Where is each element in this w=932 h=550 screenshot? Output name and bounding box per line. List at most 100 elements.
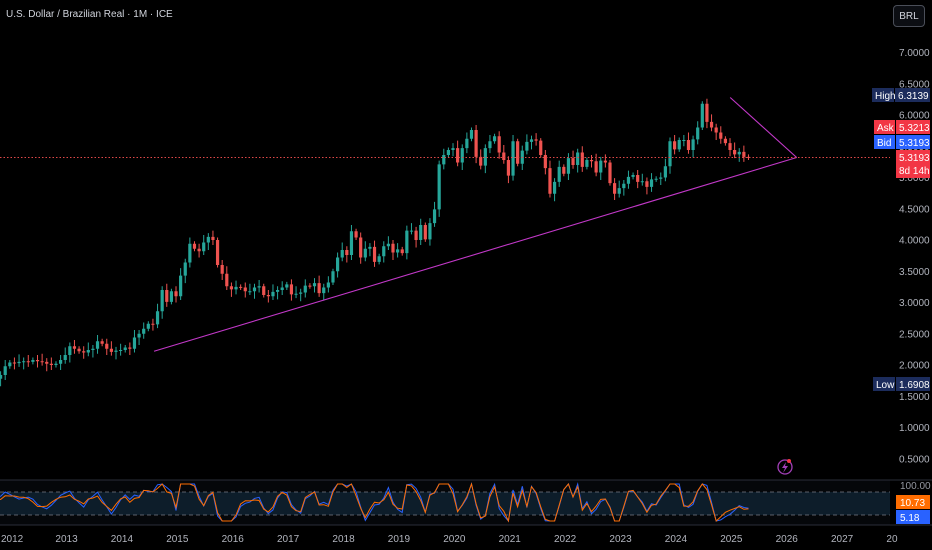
lightning-icon[interactable]: [777, 459, 793, 475]
candle-body: [460, 148, 464, 163]
candle-body: [345, 250, 349, 255]
candle-body: [696, 127, 700, 140]
candle-body: [428, 223, 432, 240]
candle-body: [105, 343, 109, 349]
candle-body: [511, 141, 515, 176]
candle-body: [465, 138, 469, 149]
y-tick-label: 6.0000: [899, 111, 930, 122]
candle-body: [589, 160, 594, 162]
candle-body: [165, 290, 169, 302]
candle-body: [349, 231, 354, 255]
x-tick-label: 2015: [166, 534, 189, 545]
candle-body: [474, 130, 478, 157]
candle-body: [45, 361, 49, 364]
candle-body: [340, 250, 344, 258]
rsi-orange-value: 10.73: [900, 498, 925, 509]
candle-body: [682, 140, 686, 141]
candle-body: [326, 282, 330, 288]
candle-body: [483, 148, 487, 166]
candle-body: [109, 348, 113, 352]
candle-body: [63, 355, 67, 360]
rsi-orange-tag: 10.73: [896, 495, 930, 509]
rsi-upper-label: 100.00: [900, 481, 931, 492]
x-tick-label: 2016: [222, 534, 245, 545]
candle-body: [372, 246, 377, 262]
high-tag: High 6.3139: [872, 88, 930, 102]
candle-body: [271, 291, 275, 297]
time-axis: 2012 2013 2014 2015 2016 2017 2018 2019 2020 2021…: [1, 534, 898, 545]
candle-body: [49, 363, 53, 365]
candle-body: [331, 271, 335, 283]
candle-body: [275, 290, 280, 292]
y-tick-label: 1.5000: [899, 392, 930, 403]
candle-body: [659, 177, 663, 179]
candle-body: [192, 243, 197, 249]
x-tick-label: 2019: [388, 534, 411, 545]
candle-body: [645, 181, 649, 187]
candle-body: [548, 168, 552, 194]
candle-body: [649, 179, 654, 187]
rsi-group: [0, 482, 749, 523]
candle-body: [54, 363, 58, 365]
candle-body: [396, 249, 400, 253]
candle-body: [220, 265, 224, 274]
high-value: 6.3139: [898, 91, 929, 102]
bid-value: 5.3193: [899, 138, 930, 149]
x-tick-label: 2023: [609, 534, 632, 545]
candle-body: [562, 166, 566, 174]
candle-body: [469, 130, 474, 139]
x-tick-label: 2022: [554, 534, 577, 545]
candle-body: [179, 275, 183, 297]
candle-body: [506, 160, 511, 176]
trendline: [729, 97, 798, 158]
candle-body: [114, 350, 118, 352]
candle-body: [354, 231, 358, 238]
candle-body: [640, 181, 644, 183]
ask-label: Ask: [877, 123, 895, 134]
candle-body: [312, 283, 317, 287]
y-tick-label: 1.0000: [899, 423, 930, 434]
candle-body: [266, 295, 270, 297]
candle-body: [742, 151, 746, 157]
candle-body: [188, 243, 192, 263]
x-tick-label: 2017: [277, 534, 300, 545]
last-price-value: 5.3193: [899, 153, 930, 164]
candle-body: [146, 323, 150, 329]
candle-body: [516, 141, 520, 164]
rsi-slow-line: [0, 482, 749, 523]
x-tick-label: 2013: [55, 534, 78, 545]
candle-body: [451, 148, 455, 150]
x-tick-label: 2014: [111, 534, 134, 545]
candle-body: [626, 176, 631, 184]
candle-body: [31, 360, 35, 362]
candle-body: [317, 283, 321, 294]
chart-title: U.S. Dollar / Brazilian Real · 1M · ICE: [6, 9, 173, 20]
candle-body: [95, 341, 100, 349]
candle-body: [82, 351, 86, 353]
y-tick-label: 4.5000: [899, 204, 930, 215]
candle-body: [35, 360, 40, 362]
candle-body: [100, 341, 104, 344]
candle-body: [0, 375, 3, 379]
candle-body: [668, 141, 672, 167]
candle-body: [557, 166, 561, 182]
candle-body: [22, 361, 26, 363]
y-tick-label: 7.0000: [899, 48, 930, 59]
currency-button[interactable]: BRL: [893, 5, 925, 27]
candle-body: [386, 243, 390, 247]
candle-body: [322, 287, 326, 294]
candle-body: [677, 140, 681, 150]
y-tick-label: 2.5000: [899, 329, 930, 340]
candle-body: [608, 162, 612, 184]
candle-body: [409, 230, 414, 232]
bid-tag: Bid 5.3193: [874, 135, 930, 149]
candle-body: [257, 286, 261, 288]
candle-body: [492, 136, 497, 142]
candle-body: [215, 240, 220, 265]
candle-body: [488, 141, 492, 149]
candle-body: [622, 183, 626, 189]
y-tick-label: 4.0000: [899, 236, 930, 247]
candle-body: [285, 284, 289, 288]
candle-body: [211, 236, 215, 240]
